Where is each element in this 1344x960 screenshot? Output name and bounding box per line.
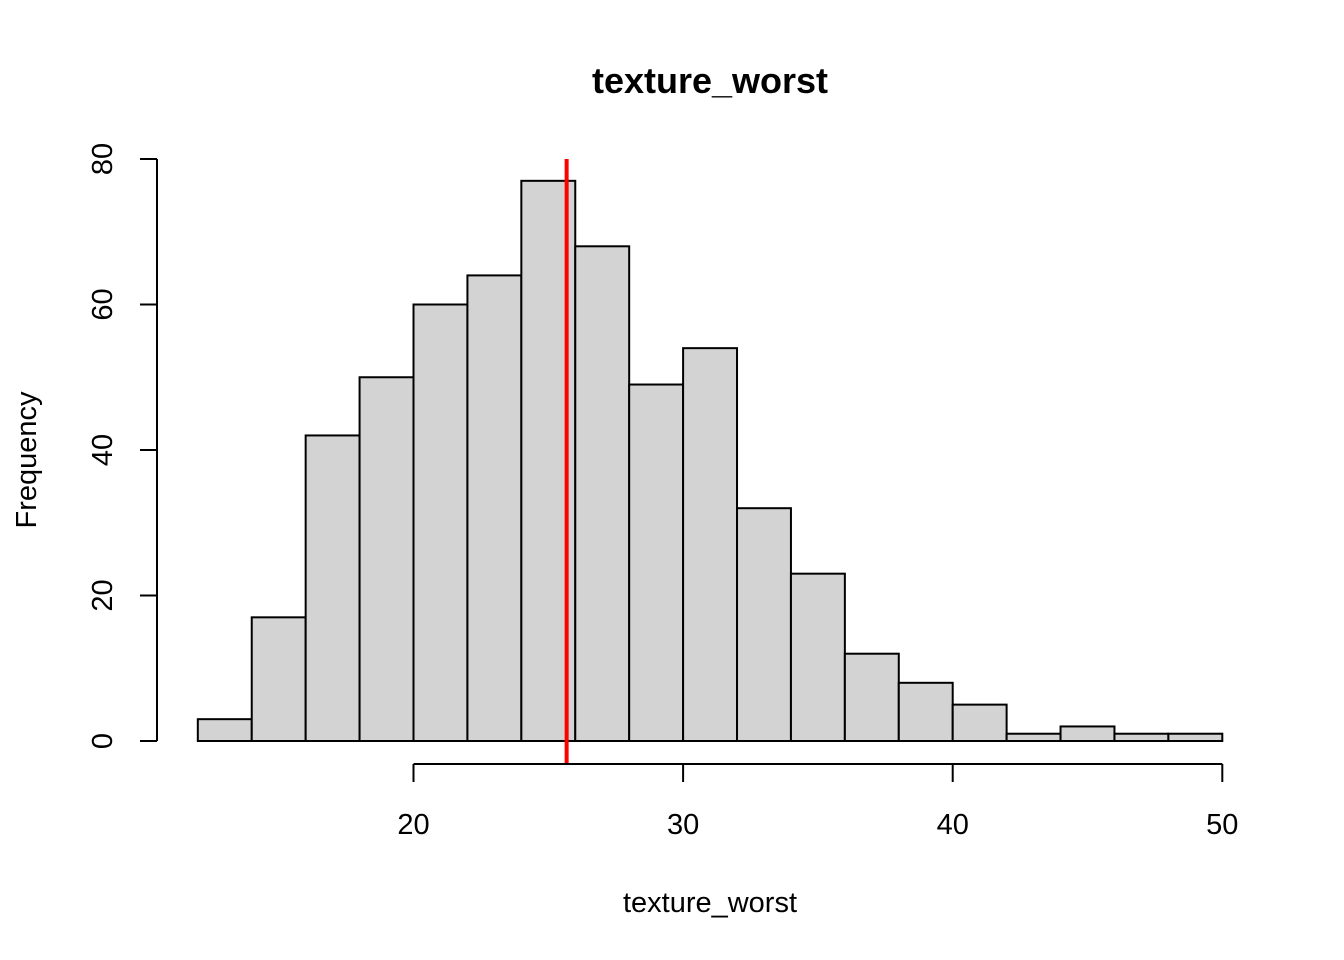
y-tick-label: 80: [87, 143, 119, 175]
x-axis: 20 30 40 50: [397, 763, 1238, 841]
y-axis-label: Frequency: [11, 391, 43, 529]
y-tick-label: 40: [87, 434, 119, 466]
histogram-bar: [951, 703, 1008, 742]
x-tick-label: 30: [667, 809, 699, 841]
bars-group: [196, 179, 1224, 743]
histogram-bar: [466, 274, 523, 742]
chart-title: texture_worst: [592, 60, 828, 101]
histogram-bar: [358, 376, 415, 742]
histogram-bar: [250, 616, 307, 743]
x-tick-label: 40: [937, 809, 969, 841]
histogram-bar: [196, 718, 253, 742]
histogram-bar: [1167, 732, 1224, 742]
histogram-bar: [789, 572, 846, 742]
histogram-bar: [736, 507, 792, 743]
histogram-bar: [843, 652, 900, 743]
histogram-bar: [628, 383, 685, 742]
histogram-bar: [1005, 732, 1062, 742]
histogram-bar: [412, 303, 469, 742]
histogram-bar: [1059, 725, 1116, 743]
x-tick-label: 20: [397, 809, 429, 841]
histogram-bar: [574, 245, 631, 743]
histogram-bar: [1113, 732, 1170, 742]
x-axis-label: texture_worst: [623, 887, 797, 919]
y-tick-label: 20: [87, 579, 119, 611]
y-tick-label: 60: [87, 288, 119, 320]
histogram-bar: [682, 347, 739, 742]
histogram-bar: [304, 434, 361, 742]
y-tick-label: 0: [87, 733, 119, 749]
histogram-bar: [897, 681, 954, 742]
y-axis: 0 20 40 60 80: [87, 143, 158, 749]
x-tick-label: 50: [1206, 809, 1238, 841]
